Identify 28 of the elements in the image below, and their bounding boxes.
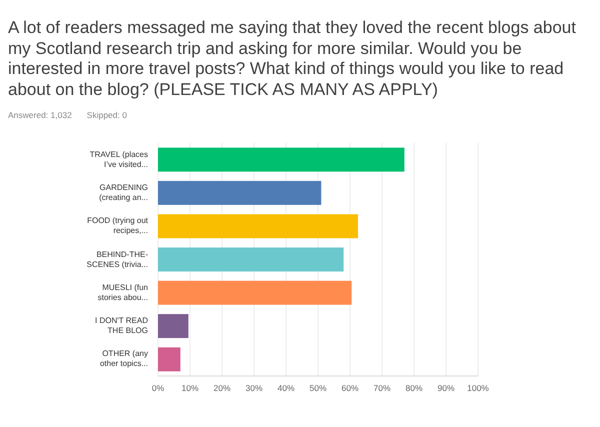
y-tick-label: OTHER (any other topics... xyxy=(98,349,148,370)
y-tick-label: MUESLI (fun stories abou... xyxy=(96,282,148,303)
x-tick-label: 10% xyxy=(181,383,199,394)
x-tick-label: 80% xyxy=(405,383,423,394)
x-tick-label: 50% xyxy=(309,383,327,394)
x-tick-label: 70% xyxy=(373,383,391,394)
x-tick-label: 30% xyxy=(245,383,263,394)
y-tick-label: BEHIND-THE-SCENES (trivia... xyxy=(86,250,148,270)
bar xyxy=(158,347,180,372)
x-tick-label: 90% xyxy=(437,383,455,394)
bar xyxy=(158,280,352,305)
y-tick-label: I DON'T READ THE BLOG xyxy=(94,316,148,336)
x-tick-label: 20% xyxy=(213,383,231,394)
y-tick-label: TRAVEL (places I’ve visited... xyxy=(88,150,148,170)
text: Skipped: 0 xyxy=(86,110,127,120)
bar xyxy=(158,180,322,205)
text: Answered: 1,032 xyxy=(8,110,72,120)
bar xyxy=(158,314,188,338)
bar xyxy=(158,214,358,238)
bar xyxy=(158,148,404,172)
bar xyxy=(158,248,344,272)
x-tick-label: 60% xyxy=(341,383,359,394)
y-tick-label: GARDENING (creating an... xyxy=(98,182,148,203)
chart-title: A lot of readers messaged me saying that they loved the recent blogs about my Scotland research trip and asking for more similar. Would you be interested in more travel posts? What kind of things would you like to read about on the blog? (PLEASE TICK AS MANY AS APPLY) xyxy=(8,18,577,100)
x-tick-label: 0% xyxy=(152,383,165,394)
x-tick-label: 40% xyxy=(277,383,295,394)
y-tick-label: FOOD (trying out recipes,... xyxy=(86,216,148,236)
x-tick-label: 100% xyxy=(467,383,490,394)
